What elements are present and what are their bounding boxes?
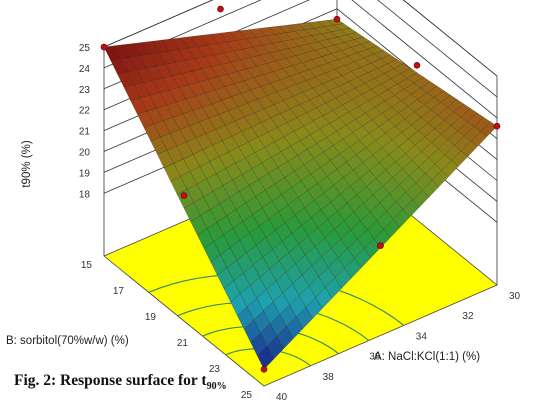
x-axis-title: A: NaCl:KCl(1:1) (%): [374, 351, 480, 363]
design-point: [333, 15, 341, 23]
x-tick-label: 32: [462, 311, 474, 322]
gridline: [351, 0, 498, 119]
z-tick-label: 23: [79, 85, 91, 96]
z-tick-label: 21: [79, 127, 91, 138]
x-tick-label: 40: [276, 392, 288, 403]
z-tick-label: 25: [79, 43, 91, 54]
design-point: [180, 192, 188, 199]
surface-cell: [257, 345, 274, 370]
y-tick-label: 15: [81, 260, 93, 271]
surface-mesh: [103, 18, 498, 370]
figure-caption: Fig. 2: Response surface for t90%: [14, 372, 227, 392]
caption-text: Fig. 2: Response surface for t: [14, 372, 207, 389]
x-tick-label: 38: [323, 372, 335, 383]
caption-subscript: 90%: [206, 381, 227, 393]
design-point: [377, 242, 384, 249]
z-tick-label: 24: [79, 64, 91, 75]
x-tick-label: 30: [509, 291, 521, 302]
z-tick-label: 19: [79, 168, 91, 179]
design-point: [413, 62, 421, 69]
x-tick-label: 34: [416, 331, 428, 342]
design-point: [100, 43, 108, 51]
z-tick-label: 18: [79, 189, 91, 200]
z-tick-label: 20: [79, 148, 91, 159]
y-axis-title: B: sorbitol(70%w/w) (%): [6, 335, 129, 347]
gridline: [377, 0, 498, 98]
design-point: [260, 365, 268, 373]
design-point: [493, 122, 501, 130]
design-point: [217, 5, 224, 13]
tick-labels: 18 19 20 21 22 23 24 25 30 32 34 36 38 40 15 17 19 21 23 25: [79, 43, 521, 403]
y-tick-label: 17: [113, 286, 125, 297]
y-tick-label: 23: [209, 364, 221, 375]
design-points: [100, 5, 501, 373]
z-axis-title: t90% (%): [21, 140, 33, 187]
z-tick-label: 22: [79, 106, 91, 117]
y-tick-label: 19: [145, 312, 157, 323]
x-tick-label: 36: [369, 352, 381, 363]
y-tick-label: 25: [241, 390, 253, 401]
y-tick-label: 21: [177, 338, 189, 349]
gridline: [402, 0, 498, 77]
gridline: [103, 0, 214, 48]
